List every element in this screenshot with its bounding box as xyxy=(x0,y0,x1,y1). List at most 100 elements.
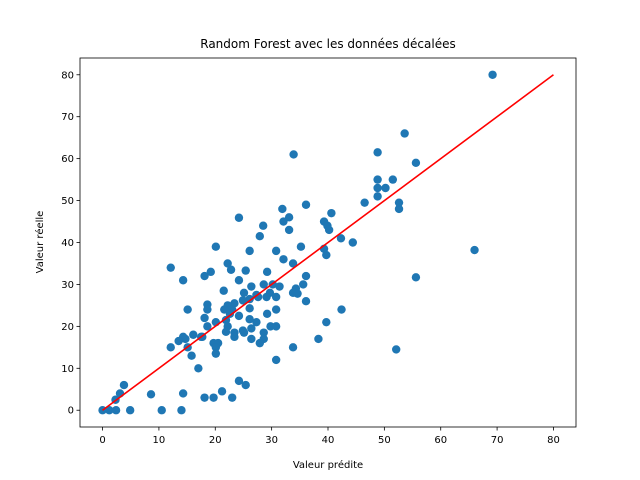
data-point xyxy=(296,242,306,251)
data-point xyxy=(394,198,404,207)
data-point xyxy=(200,271,209,281)
data-point xyxy=(252,317,261,327)
reference-line xyxy=(102,74,554,411)
data-point xyxy=(278,204,287,214)
data-point xyxy=(241,266,250,275)
data-point xyxy=(219,286,228,295)
y-tick-label: 70 xyxy=(61,112,74,123)
y-axis: 0 10 20 30 40 50 60 70 80 xyxy=(61,70,80,417)
data-point xyxy=(211,343,221,352)
data-point xyxy=(284,225,294,235)
chart-title: Random Forest avec les données décalées xyxy=(200,37,455,51)
data-point xyxy=(209,393,218,402)
data-point xyxy=(203,305,212,314)
data-point xyxy=(211,242,221,251)
data-point xyxy=(223,259,232,268)
data-point xyxy=(206,267,215,277)
data-point xyxy=(488,70,497,79)
data-point xyxy=(255,338,264,348)
data-point xyxy=(247,324,256,333)
reference-line-layer xyxy=(102,74,554,411)
data-point xyxy=(111,406,121,415)
data-point xyxy=(194,364,203,373)
data-point xyxy=(241,380,250,390)
data-point xyxy=(388,175,398,184)
data-point xyxy=(373,148,382,157)
data-point xyxy=(203,322,212,331)
data-point xyxy=(411,158,421,168)
x-tick-label: 80 xyxy=(547,435,560,446)
data-point xyxy=(262,292,271,302)
x-tick-label: 40 xyxy=(322,435,335,446)
data-point xyxy=(275,282,284,291)
data-point xyxy=(322,317,331,327)
data-point xyxy=(221,315,231,325)
data-point xyxy=(178,389,188,398)
data-point xyxy=(322,250,331,260)
data-point xyxy=(279,217,288,226)
data-point xyxy=(234,311,244,321)
y-tick-label: 10 xyxy=(61,364,74,375)
data-point xyxy=(271,305,281,314)
data-point xyxy=(234,213,244,222)
data-point xyxy=(288,343,298,352)
data-point xyxy=(293,289,302,298)
data-point xyxy=(245,315,254,324)
data-point xyxy=(279,255,288,264)
data-point xyxy=(392,345,401,354)
data-point xyxy=(245,294,254,304)
data-point xyxy=(174,336,183,346)
data-point xyxy=(119,380,129,390)
data-point xyxy=(146,390,156,399)
y-axis-label: Valeur réelle xyxy=(34,211,46,274)
data-point xyxy=(301,200,311,209)
data-point xyxy=(105,406,114,415)
y-tick-label: 40 xyxy=(61,238,74,249)
x-tick-label: 10 xyxy=(153,435,166,446)
data-point xyxy=(324,225,334,235)
data-point xyxy=(178,276,188,285)
data-point xyxy=(259,280,268,289)
data-point xyxy=(230,332,239,342)
data-point xyxy=(262,267,272,277)
data-point xyxy=(262,309,272,318)
data-point xyxy=(157,406,166,415)
data-point xyxy=(314,334,323,344)
data-point xyxy=(238,296,248,305)
data-point xyxy=(360,198,369,207)
data-point xyxy=(373,183,382,193)
data-point xyxy=(271,246,281,256)
data-point xyxy=(227,393,237,402)
data-point xyxy=(301,271,311,281)
data-point xyxy=(271,322,281,331)
data-point xyxy=(221,327,231,337)
y-tick-label: 0 xyxy=(68,406,74,417)
data-point xyxy=(234,376,244,386)
y-tick-label: 50 xyxy=(61,196,74,207)
data-point xyxy=(247,282,256,291)
data-point xyxy=(245,246,254,256)
data-point xyxy=(271,292,281,302)
data-point xyxy=(225,309,235,318)
y-tick-label: 60 xyxy=(61,154,74,165)
data-point xyxy=(200,393,209,402)
data-point xyxy=(470,245,479,255)
data-point xyxy=(200,313,209,323)
data-point xyxy=(337,305,346,314)
data-point xyxy=(348,238,357,247)
data-point xyxy=(166,343,175,352)
data-point xyxy=(373,175,382,184)
data-point xyxy=(247,334,256,344)
data-point xyxy=(125,406,135,415)
data-point xyxy=(258,221,268,230)
data-point xyxy=(394,204,404,214)
x-axis: 0 10 20 30 40 50 60 70 80 xyxy=(99,427,560,446)
data-point xyxy=(288,259,298,268)
data-point xyxy=(177,406,186,415)
data-point xyxy=(226,265,236,274)
data-point xyxy=(239,328,249,337)
data-point xyxy=(301,297,311,306)
data-point xyxy=(189,330,198,339)
data-point xyxy=(255,232,264,241)
